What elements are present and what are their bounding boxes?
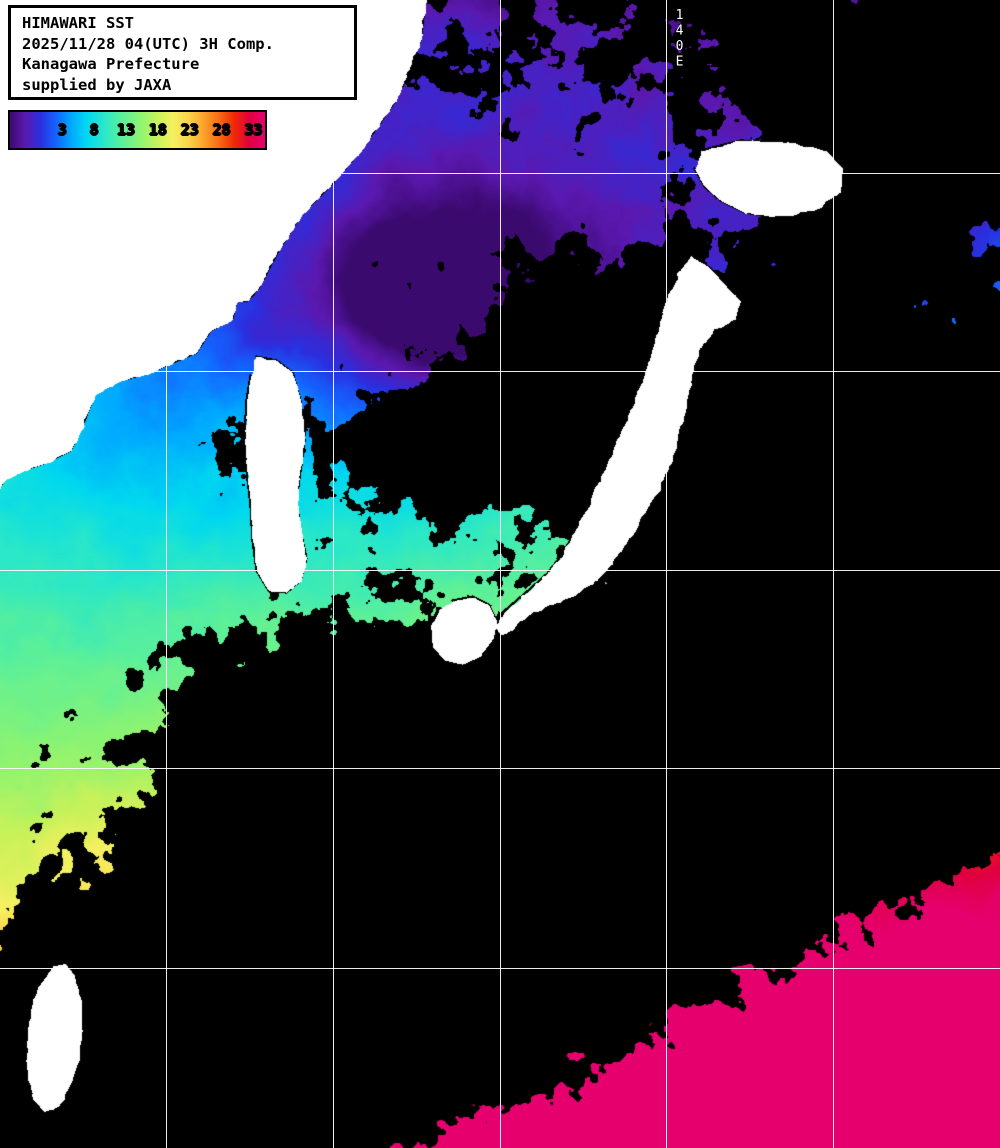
- title-line-region: Kanagawa Prefecture: [22, 55, 200, 73]
- colorbar-tick-18: 18: [148, 121, 167, 139]
- colorbar-tick-23: 23: [180, 121, 199, 139]
- title-box: HIMAWARI SST 2025/11/28 04(UTC) 3H Comp.…: [8, 5, 357, 100]
- colorbar-tick-labels: 3 8 13 18 23 28 33: [10, 112, 265, 148]
- colorbar-tick-13: 13: [116, 121, 136, 139]
- sst-colorbar: 3 8 13 18 23 28 33: [8, 110, 267, 150]
- latitude-label-40n: 40N: [2, 352, 26, 367]
- title-line-datetime: 2025/11/28 04(UTC) 3H Comp.: [22, 34, 274, 53]
- title-line-product: HIMAWARI SST: [22, 14, 134, 32]
- longitude-label-140e: 140E: [672, 8, 687, 70]
- colorbar-tick-28: 28: [212, 121, 231, 139]
- colorbar-tick-8: 8: [89, 121, 99, 139]
- colorbar-tick-3: 3: [57, 121, 67, 139]
- colorbar-tick-33: 33: [244, 121, 263, 139]
- colorbar-gradient: [10, 112, 265, 148]
- title-line-source: supplied by JAXA: [22, 75, 172, 94]
